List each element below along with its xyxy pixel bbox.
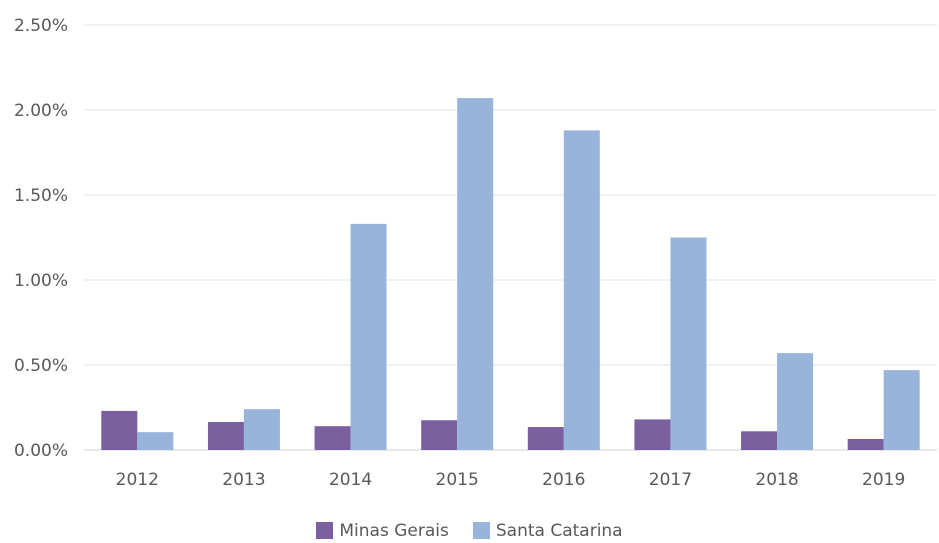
x-tick-label: 2012 [116, 470, 159, 490]
bar-santa-catarina-2018 [777, 353, 814, 450]
legend-item-santa-catarina: Santa Catarina [472, 520, 623, 541]
bar-santa-catarina-2014 [350, 223, 387, 450]
x-tick-label: 2015 [436, 470, 479, 490]
legend-label-santa-catarina: Santa Catarina [495, 520, 623, 541]
bar-santa-catarina-2019 [883, 370, 920, 450]
x-axis-tick-labels: 2012 2013 2014 2015 2016 2017 2018 2019 [116, 470, 906, 490]
bar-santa-catarina-2012 [137, 432, 174, 450]
y-tick-label: 1.50% [14, 186, 68, 206]
x-tick-label: 2017 [649, 470, 692, 490]
bar-santa-catarina-2013 [243, 409, 280, 450]
x-tick-label: 2014 [329, 470, 372, 490]
bar-minas-gerais-2014 [314, 426, 351, 450]
y-axis-tick-labels: 0.00% 0.50% 1.00% 1.50% 2.00% 2.50% [14, 16, 68, 461]
bar-santa-catarina-2017 [670, 237, 707, 450]
bar-santa-catarina-2015 [457, 98, 494, 450]
legend-swatch-santa-catarina [472, 522, 490, 539]
x-tick-label: 2013 [222, 470, 265, 490]
x-tick-label: 2019 [862, 470, 905, 490]
legend-item-minas-gerais: Minas Gerais [316, 520, 449, 541]
y-tick-label: 0.50% [14, 356, 68, 376]
x-tick-label: 2016 [542, 470, 585, 490]
bar-minas-gerais-2012 [101, 410, 138, 450]
bar-minas-gerais-2019 [847, 438, 884, 450]
y-tick-label: 1.00% [14, 271, 68, 291]
legend-label-minas-gerais: Minas Gerais [339, 520, 449, 541]
legend: Minas Gerais Santa Catarina [0, 518, 939, 543]
y-tick-label: 2.50% [14, 16, 68, 36]
y-tick-label: 2.00% [14, 101, 68, 121]
bar-minas-gerais-2017 [634, 419, 671, 450]
bar-minas-gerais-2013 [207, 421, 244, 450]
bar-minas-gerais-2016 [527, 427, 564, 450]
bar-minas-gerais-2018 [741, 431, 778, 450]
bar-santa-catarina-2016 [563, 130, 600, 450]
y-tick-label: 0.00% [14, 441, 68, 461]
x-tick-label: 2018 [755, 470, 798, 490]
bar-minas-gerais-2015 [421, 420, 458, 450]
legend-swatch-minas-gerais [316, 522, 334, 539]
bars [101, 98, 920, 450]
